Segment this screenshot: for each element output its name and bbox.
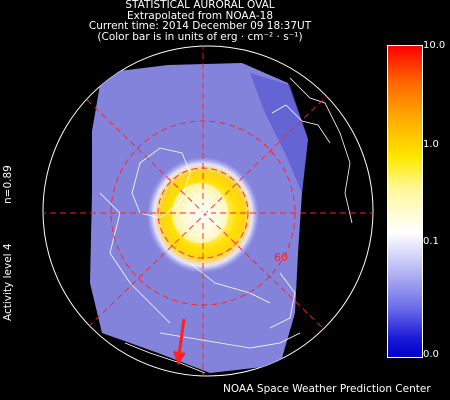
colorbar-tick-0: 0.0 — [423, 349, 439, 360]
activity-level-label: Activity level 4 — [2, 243, 14, 321]
map-title: STATISTICAL AURORAL OVAL — [125, 0, 275, 11]
source-line: Extrapolated from NOAA-18 — [126, 9, 274, 22]
lat-lon-grid — [43, 46, 373, 376]
units-line: (Color bar is in units of erg · cm⁻² · s… — [97, 30, 303, 43]
timestamp-line: Current time: 2014 December 09 18:37UT — [88, 20, 312, 32]
coastlines — [99, 77, 353, 374]
sun-direction-arrow — [173, 318, 186, 365]
n-value-label: n=0.89 — [2, 165, 14, 204]
auroral-map: 60 — [42, 45, 374, 377]
credit-footer: NOAA Space Weather Prediction Center — [223, 383, 431, 395]
colorbar-tick-10: 10.0 — [423, 40, 446, 51]
color-bar — [387, 45, 423, 358]
header: STATISTICAL AURORAL OVAL Extrapolated fr… — [0, 0, 400, 42]
latitude-60-label: 60 — [274, 251, 288, 264]
pole-marker — [195, 205, 211, 221]
colorbar-tick-1: 1.0 — [423, 139, 439, 150]
colorbar-tick-0-1: 0.1 — [423, 236, 439, 247]
